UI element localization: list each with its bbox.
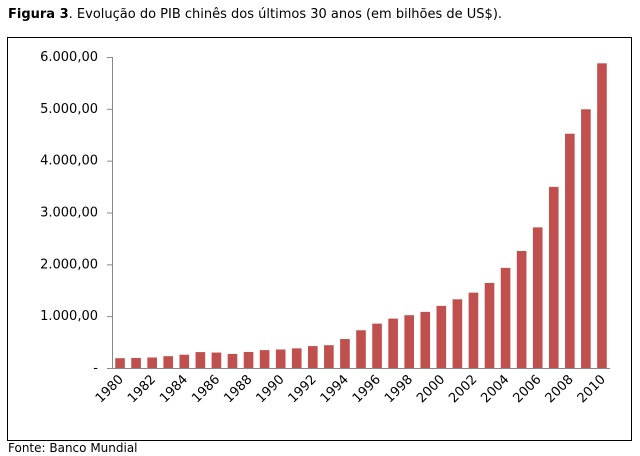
- bar: [275, 349, 286, 368]
- x-tick-label: 1986: [189, 372, 223, 406]
- bar: [179, 354, 190, 368]
- bar: [243, 351, 254, 368]
- bar: [307, 346, 318, 368]
- y-tick-label: 2.000,00: [40, 257, 98, 272]
- x-tick-label: 1996: [350, 372, 384, 406]
- x-tick-label: 1980: [93, 372, 127, 406]
- bar: [195, 352, 206, 368]
- bar: [131, 357, 141, 368]
- bar: [484, 282, 495, 368]
- bar: [516, 251, 527, 368]
- chart-frame: [7, 37, 632, 441]
- bar: [565, 133, 575, 368]
- x-tick-label: 1982: [125, 372, 159, 406]
- bar: [404, 315, 415, 368]
- bar: [340, 339, 350, 368]
- x-tick-label: 1984: [157, 372, 191, 406]
- bar: [581, 109, 591, 368]
- bar: [420, 311, 431, 368]
- x-tick-label: 1992: [286, 372, 320, 406]
- x-tick-label: 1994: [318, 372, 352, 406]
- bar: [468, 292, 479, 368]
- bar: [436, 305, 447, 368]
- bar: [163, 356, 174, 368]
- title-text: . Evolução do PIB chinês dos últimos 30 …: [69, 7, 502, 22]
- bar: [356, 330, 366, 368]
- y-tick-label: 6.000,00: [40, 50, 98, 65]
- x-tick-label: 2002: [446, 372, 480, 406]
- x-tick-label: 1990: [253, 372, 287, 406]
- y-tick-label: -: [93, 361, 98, 376]
- bar: [259, 350, 270, 368]
- y-tick-label: 1.000,00: [40, 309, 98, 324]
- x-tick-label: 1988: [221, 372, 255, 406]
- x-tick-label: 2004: [478, 372, 512, 406]
- x-tick-label: 2008: [543, 372, 577, 406]
- bar: [227, 353, 238, 368]
- x-tick-label: 1998: [382, 372, 416, 406]
- source: Fonte: Banco Mundial: [8, 441, 138, 455]
- bar: [291, 348, 302, 368]
- x-tick-label: 2006: [511, 372, 545, 406]
- bar: [115, 358, 125, 368]
- bar: [147, 357, 157, 368]
- bar: [597, 63, 607, 368]
- title-prefix: Figura 3: [8, 7, 69, 22]
- chart-title: Figura 3. Evolução do PIB chinês dos últ…: [8, 7, 502, 22]
- bar: [324, 345, 334, 368]
- bar: [388, 318, 398, 368]
- bar: [372, 323, 382, 368]
- bar: [452, 299, 463, 368]
- bar: [500, 267, 511, 368]
- bar: [211, 352, 222, 368]
- x-tick-label: 2010: [575, 372, 609, 406]
- y-tick-label: 5.000,00: [40, 102, 98, 117]
- bar: [548, 186, 559, 368]
- x-tick-label: 2000: [414, 372, 448, 406]
- bar: [532, 227, 543, 368]
- y-tick-label: 3.000,00: [40, 206, 98, 221]
- y-tick-label: 4.000,00: [40, 154, 98, 169]
